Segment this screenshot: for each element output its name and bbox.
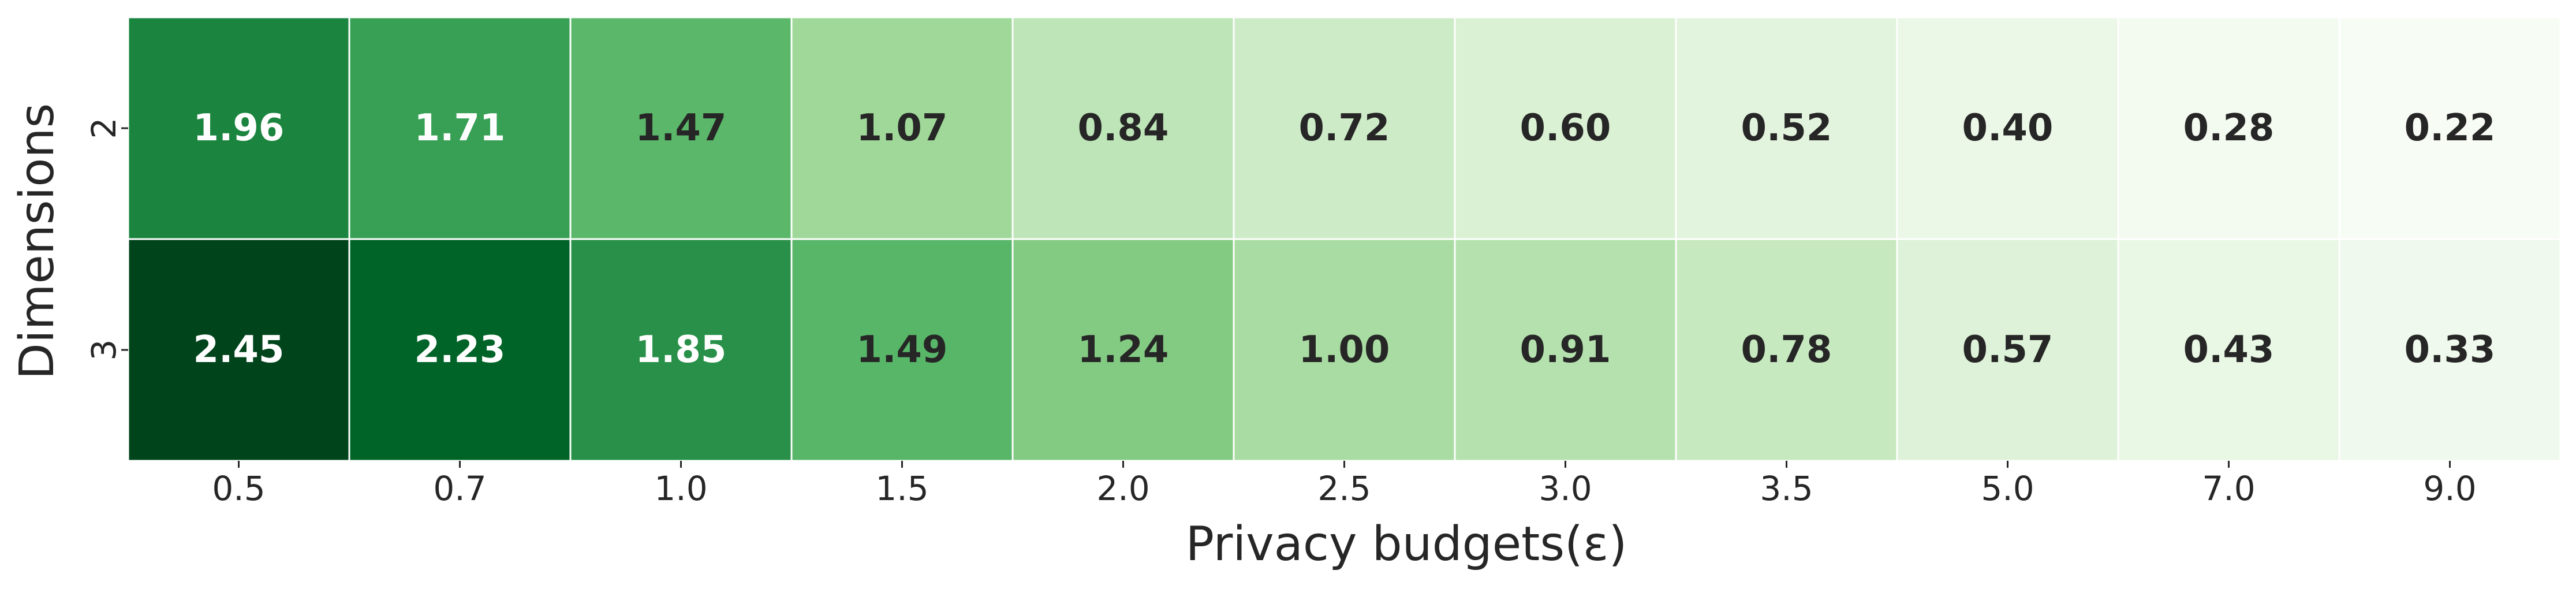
heatmap-cell-r3-c7.0 <box>2117 238 2340 462</box>
heatmap-cell-label: 0.40 <box>1962 107 2054 150</box>
heatmap-cell-r2-c2.0 <box>1011 16 1235 240</box>
heatmap-cell-label: 1.07 <box>857 107 948 150</box>
x-tick-label: 0.7 <box>433 469 486 508</box>
x-tick-label: 5.0 <box>1981 469 2034 508</box>
y-axis-ticks: 23 <box>84 118 128 361</box>
heatmap-cell-r2-c7.0 <box>2117 16 2340 240</box>
heatmap-cell-label: 0.91 <box>1520 329 1611 371</box>
heatmap-cell-r2-c2.5 <box>1233 16 1456 240</box>
heatmap-cell-label: 0.72 <box>1299 107 1390 150</box>
heatmap-cell-label: 1.96 <box>193 107 285 150</box>
heatmap-cell-label: 1.24 <box>1078 329 1169 371</box>
heatmap-cell-r3-c1.0 <box>569 238 793 462</box>
heatmap-cell-label: 1.71 <box>415 107 506 150</box>
heatmap-cell-r3-c9.0 <box>2338 238 2562 462</box>
heatmap-cell-label: 1.47 <box>636 107 727 150</box>
x-tick-label: 1.5 <box>875 469 928 508</box>
heatmap-cell-r2-c1.0 <box>569 16 793 240</box>
x-tick-label: 2.0 <box>1096 469 1149 508</box>
heatmap-cell-r3-c0.7 <box>348 238 572 462</box>
heatmap-cell-label: 0.78 <box>1741 329 1832 371</box>
x-tick-label: 3.0 <box>1539 469 1592 508</box>
heatmap-cell-label: 0.52 <box>1741 107 1832 150</box>
x-axis-label: Privacy budgets(ε) <box>1186 517 1627 572</box>
heatmap-cell-label: 0.28 <box>2183 107 2275 150</box>
heatmap-cell-label: 0.33 <box>2405 329 2496 371</box>
y-axis-label: Dimensions <box>10 103 65 380</box>
heatmap-cell-label: 0.22 <box>2405 107 2496 150</box>
heatmap-cell-label: 0.43 <box>2183 329 2275 371</box>
heatmap-cells <box>127 16 2562 462</box>
heatmap-cell-r3-c1.5 <box>790 238 1014 462</box>
heatmap-cell-r2-c3.5 <box>1675 16 1898 240</box>
heatmap-cell-r2-c0.5 <box>127 16 350 240</box>
heatmap-cell-r3-c2.5 <box>1233 238 1456 462</box>
x-tick-label: 0.5 <box>212 469 265 508</box>
heatmap-cell-label: 0.57 <box>1962 329 2054 371</box>
heatmap-cell-r2-c9.0 <box>2338 16 2562 240</box>
heatmap-cell-r3-c3.0 <box>1454 238 1677 462</box>
heatmap-cell-r2-c0.7 <box>348 16 572 240</box>
heatmap-cell-r3-c3.5 <box>1675 238 1898 462</box>
heatmap-cell-label: 0.84 <box>1078 107 1169 150</box>
x-tick-label: 7.0 <box>2202 469 2255 508</box>
y-tick-label: 2 <box>84 118 124 139</box>
heatmap-cell-r3-c5.0 <box>1896 238 2119 462</box>
heatmap-cell-labels: 1.96 1.71 1.47 1.07 0.84 0.72 0.60 0.52 0.40 0.28… <box>193 107 2496 371</box>
heatmap-cell-label: 0.60 <box>1520 107 1611 150</box>
x-tick-label: 3.5 <box>1760 469 1813 508</box>
heatmap-cell-label: 1.00 <box>1299 329 1390 371</box>
heatmap-cell-label: 2.45 <box>193 329 285 371</box>
heatmap-cell-r3-c0.5 <box>127 238 350 462</box>
heatmap-cell-r2-c1.5 <box>790 16 1014 240</box>
heatmap-cell-r3-c2.0 <box>1011 238 1235 462</box>
x-tick-label: 9.0 <box>2423 469 2476 508</box>
x-tick-label: 1.0 <box>654 469 707 508</box>
heatmap-cell-label: 1.85 <box>636 329 727 371</box>
x-tick-label: 2.5 <box>1317 469 1371 508</box>
heatmap-cell-label: 1.49 <box>857 329 948 371</box>
x-axis-ticks: 0.5 0.7 1.0 1.5 2.0 2.5 3.0 3.5 5.0 7.0 9.0 <box>212 461 2477 508</box>
heatmap-cell-label: 2.23 <box>415 329 506 371</box>
y-tick-label: 3 <box>84 340 124 361</box>
